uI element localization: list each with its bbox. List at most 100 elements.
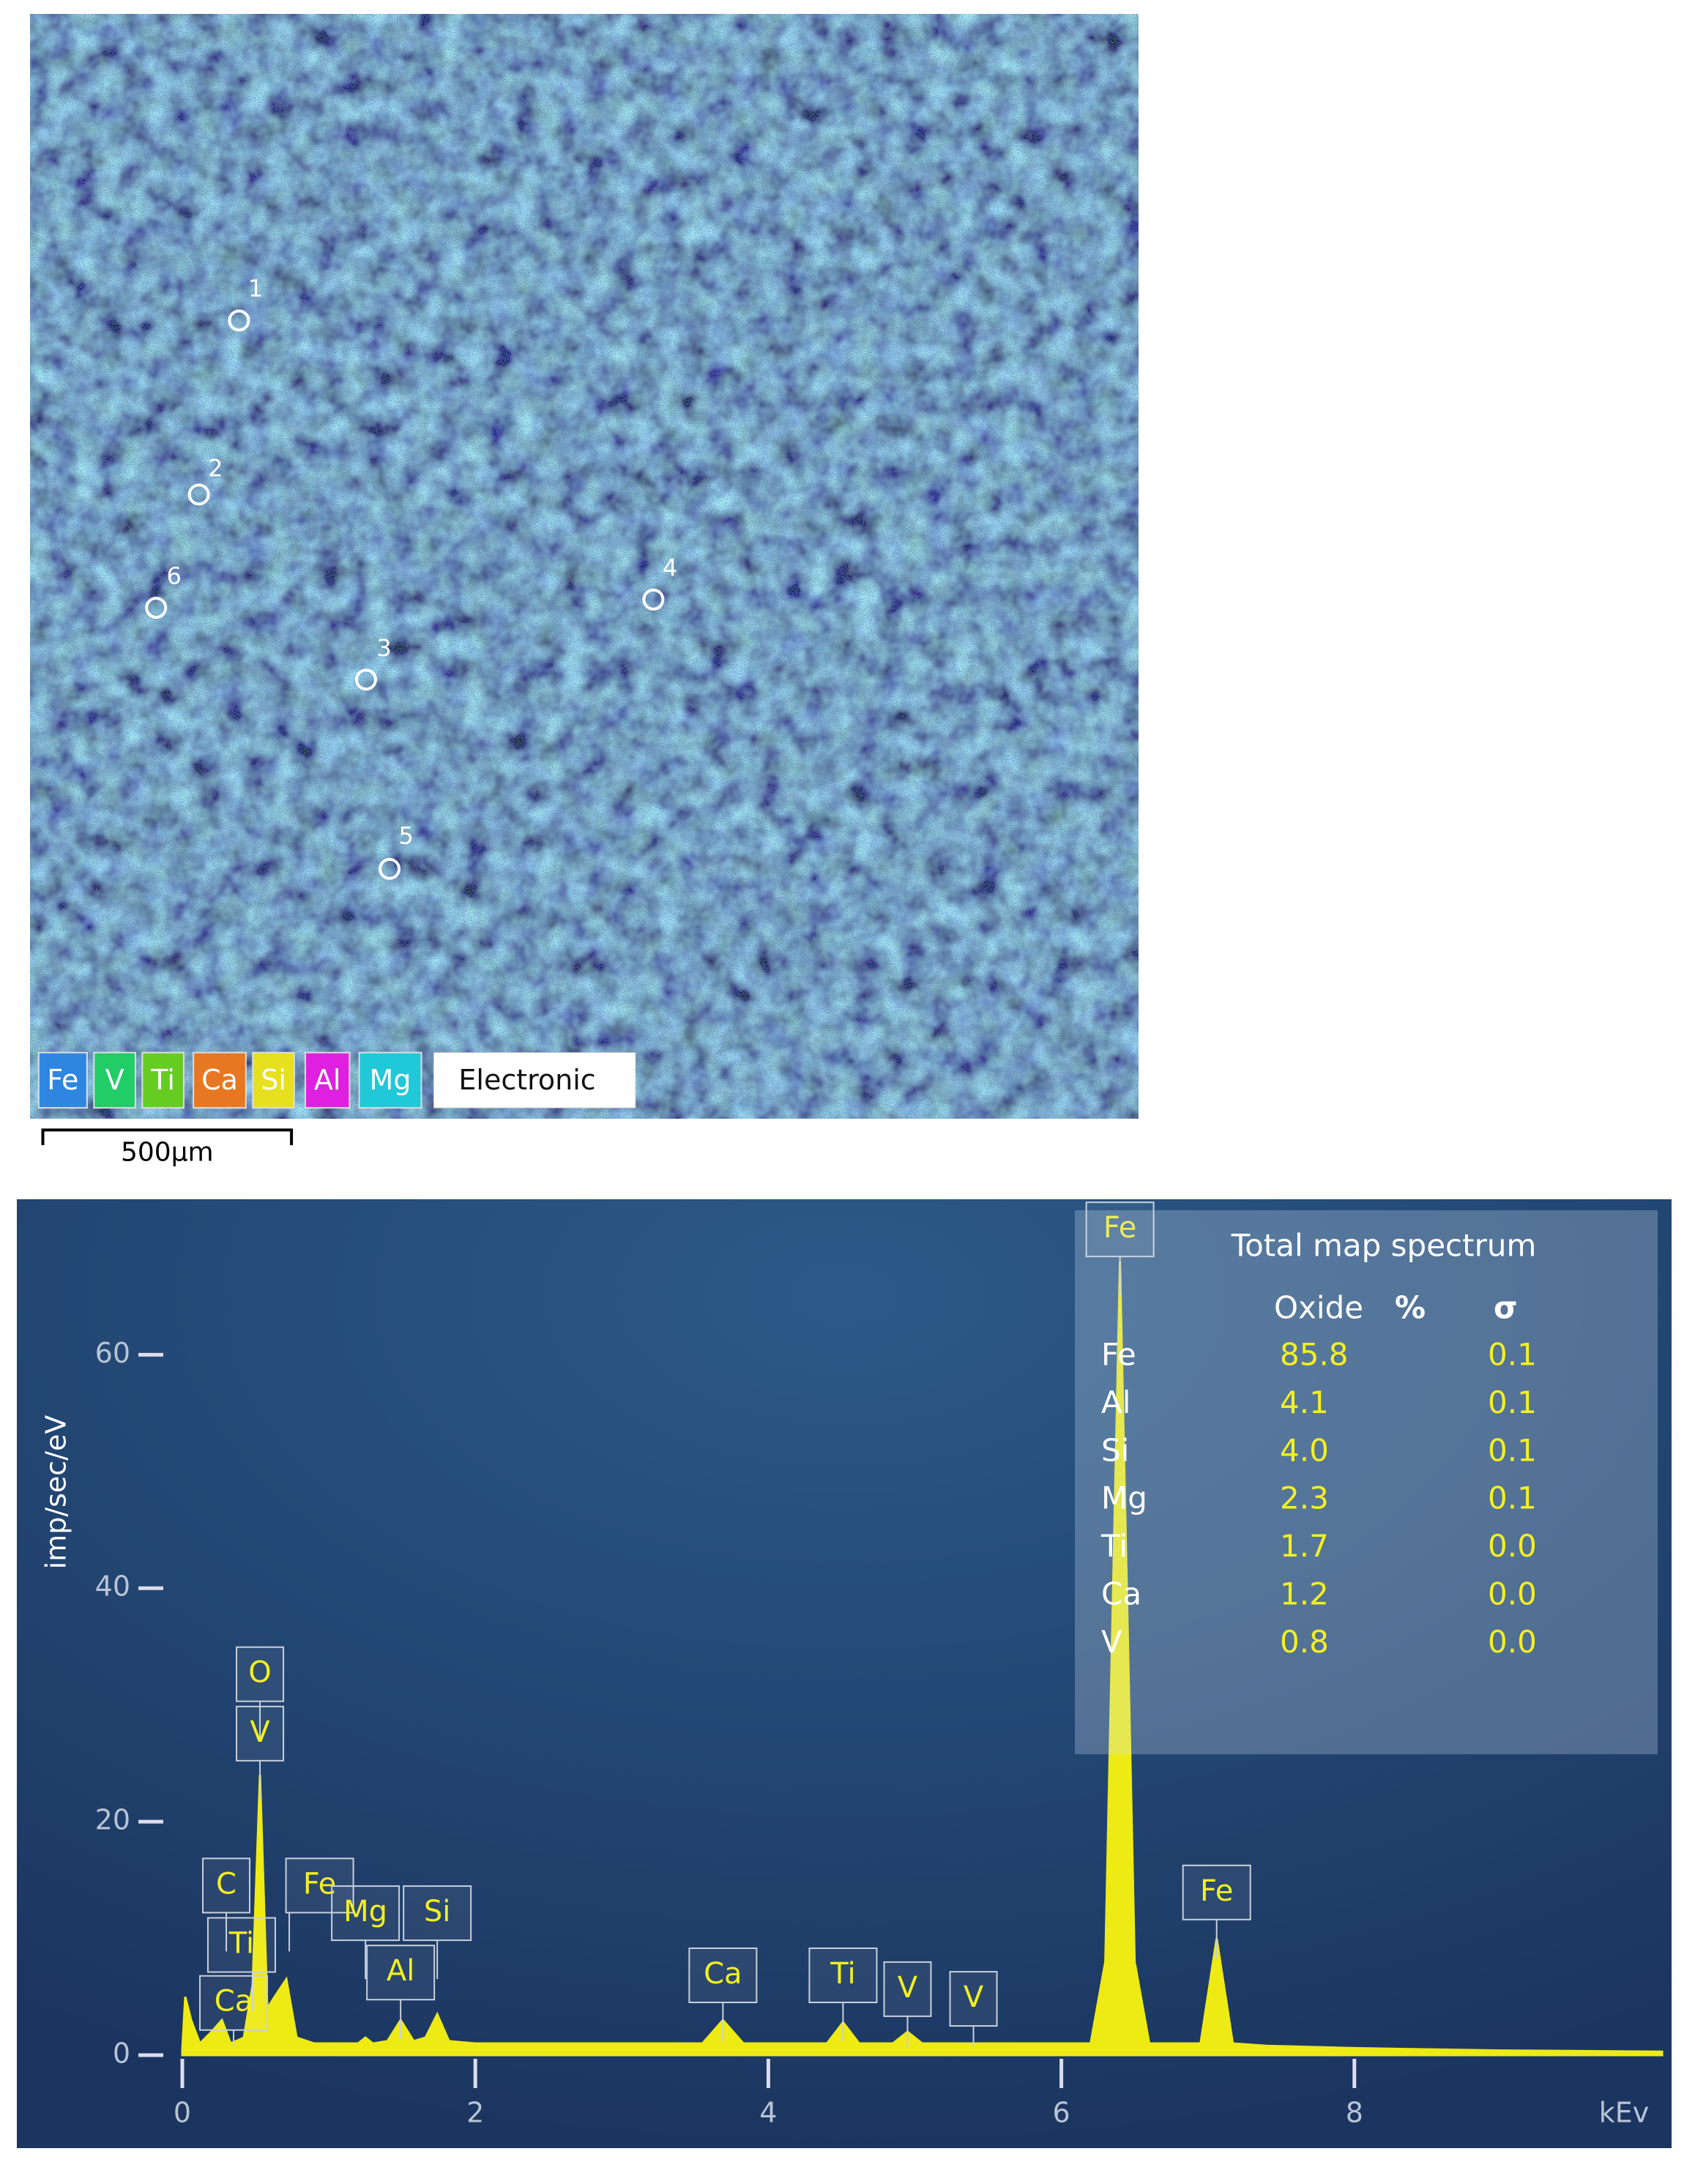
spot-label: 5	[399, 821, 414, 849]
table-element: Ca	[1101, 1576, 1141, 1612]
legend-label: Ti	[150, 1064, 175, 1096]
peak-label-box	[206, 1917, 276, 1973]
y-tick-label: 60	[95, 1337, 130, 1369]
table-header: Oxide	[1274, 1290, 1363, 1326]
legend-label: Al	[314, 1064, 341, 1096]
table-element: Fe	[1101, 1337, 1136, 1373]
spot-label: 1	[248, 275, 263, 302]
peak-label: Al	[387, 1954, 414, 1988]
legend-label: V	[105, 1064, 124, 1096]
x-tick-label: 2	[466, 2097, 484, 2129]
legend-label: Ca	[201, 1064, 238, 1096]
legend-chip	[304, 1051, 351, 1109]
peak-label: O	[248, 1656, 271, 1690]
peak-label-box	[808, 1948, 878, 2004]
x-tick-label: 8	[1346, 2097, 1363, 2129]
element-map	[30, 14, 1139, 1119]
spot-marker	[354, 668, 377, 691]
legend-chip	[193, 1051, 247, 1109]
table-value: 0.0	[1488, 1576, 1537, 1612]
table-value: 4.0	[1280, 1432, 1329, 1468]
table-value: 0.0	[1488, 1624, 1537, 1660]
table-value: 0.1	[1488, 1432, 1537, 1468]
table-box	[1075, 1210, 1658, 1754]
table-value: 0.1	[1488, 1480, 1537, 1516]
table-element: Ti	[1100, 1528, 1128, 1564]
scale-bar-label: 500µm	[121, 1137, 214, 1167]
legend-label: Si	[261, 1064, 286, 1096]
spot-marker	[379, 857, 401, 880]
y-tick-label: 0	[113, 2038, 130, 2070]
x-tick-label: 0	[174, 2097, 191, 2129]
peak-label-box	[202, 1857, 251, 1914]
spot-marker	[187, 483, 210, 506]
peak-label-box	[331, 1885, 401, 1942]
peak-label-box	[1182, 1864, 1251, 1920]
peak-label: V	[250, 1715, 270, 1749]
electronic-label: Electronic	[458, 1064, 595, 1096]
peak-label: V	[964, 1980, 984, 2014]
peak-label: Ca	[704, 1957, 742, 1991]
legend-chip	[93, 1051, 136, 1109]
table-value: 0.1	[1488, 1337, 1537, 1373]
spot-label: 4	[663, 554, 677, 581]
peak-label: C	[216, 1867, 236, 1901]
peak-label: Ti	[228, 1926, 254, 1960]
spot-marker	[228, 309, 250, 332]
peak-label: Fe	[303, 1867, 336, 1901]
peak-label-box	[883, 1961, 932, 2017]
spot-label: 6	[167, 562, 182, 590]
peak-label-box	[1085, 1201, 1155, 1258]
table-value: 1.2	[1280, 1576, 1329, 1612]
legend-chip	[141, 1051, 185, 1109]
spectrum-panel	[17, 1199, 1672, 2148]
table-element: Si	[1101, 1432, 1129, 1468]
legend-label: Mg	[370, 1064, 411, 1096]
scale-bar	[41, 1128, 294, 1146]
electronic-button[interactable]	[433, 1052, 636, 1108]
peak-label: V	[898, 1971, 918, 2005]
table-value: 0.1	[1488, 1384, 1537, 1420]
peak-label-box	[236, 1705, 285, 1762]
table-value: 85.8	[1280, 1337, 1349, 1373]
legend-chip	[358, 1051, 422, 1109]
table-value: 1.7	[1280, 1528, 1329, 1564]
peak-label: Mg	[343, 1895, 387, 1928]
spot-marker	[642, 588, 665, 611]
peak-label: Ti	[830, 1957, 855, 1991]
peak-label: Fe	[1200, 1874, 1233, 1908]
spot-marker	[145, 597, 168, 619]
legend-chip	[37, 1051, 88, 1109]
x-tick-label: 6	[1053, 2097, 1070, 2129]
table-element: Mg	[1101, 1480, 1147, 1516]
x-tick-label: 4	[759, 2097, 777, 2129]
spot-label: 3	[376, 634, 391, 662]
table-value: 0.0	[1488, 1528, 1537, 1564]
spot-label: 2	[208, 454, 223, 482]
peak-label: Ca	[215, 1985, 253, 2019]
y-tick-label: 40	[95, 1570, 130, 1603]
peak-label: Si	[424, 1895, 451, 1928]
spectrum	[181, 1261, 1664, 2057]
peak-label-box	[688, 1948, 758, 2004]
table-title: Total map spectrum	[1231, 1228, 1537, 1264]
table-value: 2.3	[1280, 1480, 1329, 1516]
peak-label: Fe	[1103, 1211, 1136, 1245]
peak-label-box	[403, 1885, 472, 1942]
peak-label-box	[199, 1975, 269, 2031]
table-value: 4.1	[1280, 1384, 1329, 1420]
peak-label-box	[949, 1971, 998, 2027]
peak-label-box	[366, 1945, 436, 2001]
y-axis-label: imp/sec/eV	[40, 1415, 72, 1570]
peak-label-box	[236, 1646, 285, 1702]
table-value: 0.8	[1280, 1624, 1329, 1660]
legend-chip	[252, 1051, 295, 1109]
legend-label: Fe	[47, 1064, 78, 1096]
table-element: Al	[1101, 1384, 1130, 1420]
y-tick-label: 20	[95, 1804, 130, 1836]
table-header: %	[1395, 1290, 1426, 1326]
table-header: σ	[1494, 1290, 1518, 1326]
table-element: V	[1101, 1624, 1122, 1660]
